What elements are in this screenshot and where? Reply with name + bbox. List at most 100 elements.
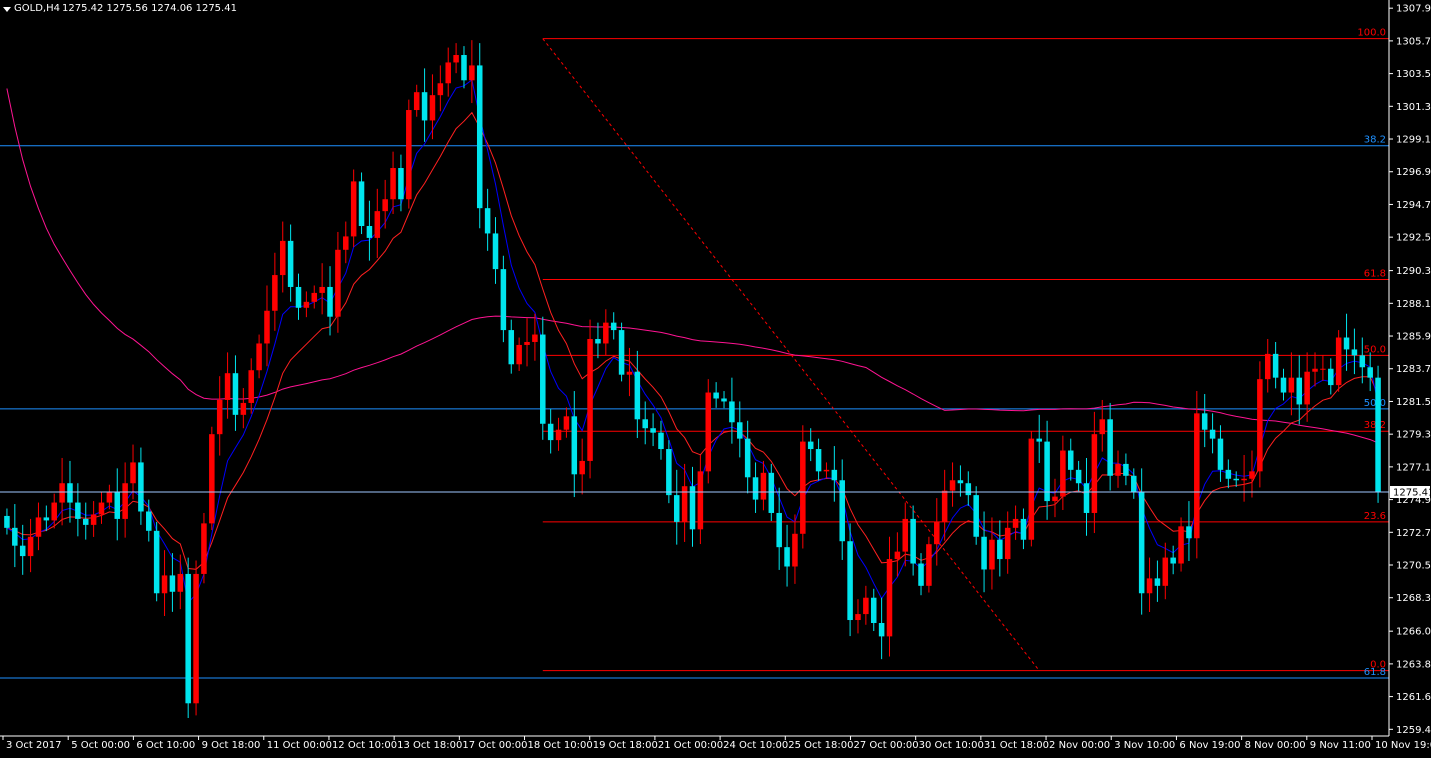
candle-body-93 — [737, 422, 743, 439]
price-tick-label-16: 1272.70 — [1396, 528, 1431, 539]
candle-body-174 — [1375, 377, 1381, 493]
fibonacci-levels: 100.038.261.850.050.038.223.60.061.8 — [0, 28, 1389, 679]
candle-body-47 — [374, 211, 381, 238]
candle-body-127 — [1004, 527, 1011, 560]
symbol-label: GOLD,H4 — [14, 3, 60, 14]
candle-body-128 — [1012, 518, 1019, 528]
candle-body-88 — [697, 471, 704, 530]
candle-body-132 — [1044, 441, 1050, 502]
candle-body-10 — [82, 518, 89, 525]
candle-body-39 — [311, 292, 318, 302]
price-tick-label-14: 1277.10 — [1396, 462, 1431, 473]
price-tick-label-15: 1274.90 — [1396, 495, 1431, 506]
candle-body-23 — [185, 573, 191, 704]
time-tick-label-10: 21 Oct 00:00 — [658, 740, 723, 751]
candle-body-114 — [902, 518, 909, 552]
candle-body-13 — [106, 492, 113, 503]
candle-body-69 — [547, 423, 554, 441]
candle-body-28 — [224, 373, 231, 400]
candle-body-79 — [626, 371, 633, 375]
candle-body-105 — [831, 469, 838, 481]
candle-body-97 — [768, 472, 775, 513]
time-tick-label-7: 17 Oct 00:00 — [462, 740, 527, 751]
chevron-down-icon[interactable] — [3, 7, 11, 12]
candle-body-8 — [67, 483, 73, 503]
candle-body-163 — [1288, 377, 1295, 393]
time-tick-label-1: 5 Oct 00:00 — [71, 740, 130, 751]
candle-body-94 — [744, 438, 751, 478]
candle-body-54 — [429, 95, 436, 121]
candle-body-172 — [1359, 355, 1366, 368]
candle-body-96 — [760, 472, 767, 500]
time-tick-label-3: 9 Oct 18:00 — [202, 740, 261, 751]
candle-body-57 — [453, 55, 459, 63]
candle-body-22 — [177, 573, 184, 592]
candle-body-103 — [815, 449, 822, 472]
candle-body-66 — [524, 341, 530, 345]
trend-line — [542, 38, 1040, 671]
time-tick-label-19: 8 Nov 00:00 — [1245, 740, 1306, 751]
candle-body-49 — [390, 168, 396, 200]
candle-body-144 — [1138, 492, 1145, 594]
candle-body-87 — [689, 486, 696, 530]
candle-body-76 — [603, 322, 609, 344]
price-tick-label-0: 1307.95 — [1396, 4, 1431, 15]
candle-body-89 — [705, 392, 712, 472]
candle-body-53 — [421, 92, 428, 121]
candle-body-150 — [1186, 526, 1192, 539]
candle-body-72 — [571, 416, 578, 475]
candle-body-63 — [500, 269, 507, 331]
time-tick-label-6: 13 Oct 18:00 — [397, 740, 462, 751]
candle-body-164 — [1296, 377, 1303, 405]
candle-body-121 — [957, 480, 964, 484]
candle-body-17 — [138, 462, 144, 512]
price-tick-label-1: 1305.75 — [1396, 36, 1431, 47]
fib-label-1: 38.2 — [1364, 135, 1386, 146]
price-tick-label-18: 1268.30 — [1396, 593, 1431, 604]
price-tick-label-12: 1281.50 — [1396, 397, 1431, 408]
time-tick-label-12: 25 Oct 18:00 — [788, 740, 853, 751]
candle-body-168 — [1328, 368, 1334, 386]
candle-body-1 — [12, 527, 18, 546]
fib-label-5: 38.2 — [1364, 420, 1386, 431]
candle-body-167 — [1320, 368, 1326, 370]
candle-body-107 — [847, 541, 853, 621]
candle-body-84 — [666, 449, 672, 496]
candle-body-135 — [1067, 450, 1074, 470]
candle-body-78 — [618, 330, 625, 375]
candle-body-104 — [823, 469, 830, 472]
candle-body-68 — [540, 334, 546, 424]
candle-body-73 — [579, 460, 585, 475]
candle-body-21 — [169, 575, 176, 592]
candle-body-147 — [1162, 557, 1169, 586]
candle-body-32 — [256, 343, 262, 371]
candle-body-15 — [122, 483, 128, 519]
candle-body-112 — [886, 559, 893, 637]
candle-body-26 — [209, 434, 215, 524]
candle-body-33 — [264, 310, 270, 344]
candle-body-7 — [59, 483, 65, 503]
price-tick-label-21: 1261.65 — [1396, 692, 1431, 703]
price-tick-label-4: 1299.15 — [1396, 135, 1431, 146]
candle-body-116 — [918, 563, 924, 586]
time-tick-label-8: 18 Oct 10:00 — [528, 740, 593, 751]
fib-trend-line — [542, 38, 1040, 671]
current-price-box — [1390, 486, 1430, 499]
price-tick-label-8: 1290.30 — [1396, 266, 1431, 277]
price-tick-label-19: 1266.05 — [1396, 627, 1431, 638]
candle-body-67 — [532, 334, 538, 342]
fib-label-8: 61.8 — [1364, 667, 1386, 678]
candle-body-31 — [248, 370, 254, 403]
candle-body-120 — [949, 480, 956, 491]
candle-body-46 — [366, 226, 373, 238]
candle-body-41 — [327, 286, 333, 317]
time-tick-label-21: 10 Nov 19:00 — [1375, 740, 1431, 751]
candle-body-56 — [445, 62, 451, 84]
candle-body-169 — [1335, 337, 1342, 386]
time-tick-label-11: 24 Oct 10:00 — [723, 740, 788, 751]
candle-body-159 — [1257, 379, 1263, 472]
price-tick-label-22: 1259.45 — [1396, 725, 1431, 736]
candle-body-119 — [941, 490, 948, 522]
